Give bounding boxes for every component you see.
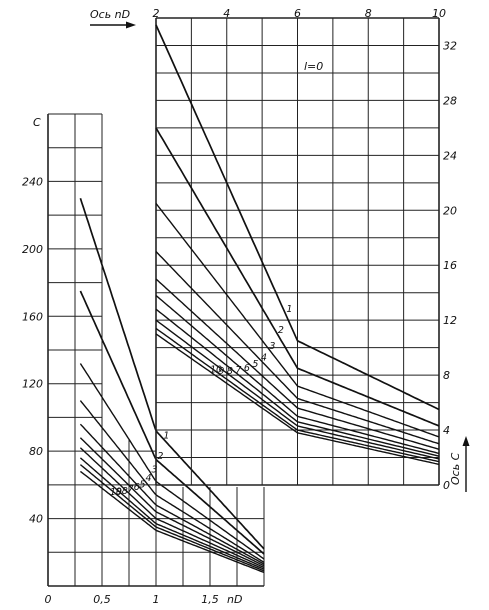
upper-x-tick-label: 10 [432,7,446,20]
upper-curve-9 [155,327,440,463]
lower-curve-label: 2 [157,451,163,462]
lower-curve-10 [79,470,265,574]
lower-curve-1 [79,198,265,550]
lower-curve-8 [79,457,265,570]
upper-grid [155,17,440,486]
upper-curve-8 [155,319,440,460]
lower-curve-2 [79,290,265,555]
lower-curve-9 [79,464,265,572]
upper-x-axis-arrow [90,21,136,29]
upper-curve-label: 2 [278,325,284,336]
lower-curve-3 [79,363,265,560]
upper-curve-5 [155,278,440,450]
lower-y-tick-label: 40 [29,513,43,526]
upper-curve-label: 6 [244,363,250,374]
lower-curve-label: 1 [163,431,169,442]
upper-y-tick-label: 24 [443,149,457,162]
upper-curve-4 [155,251,440,445]
upper-curve-label: 3 [269,341,275,352]
upper-curve-7 [155,308,440,457]
lower-x-tick-label: 1,5 [201,593,219,606]
lower-curve-4 [79,400,265,563]
upper-curve-label: 5 [252,359,258,370]
upper-y-tick-label: 32 [443,39,457,52]
lower-curve-label: 10 [110,487,122,498]
lower-x-tick-label: 0 [45,593,52,606]
upper-curve-6 [155,294,440,455]
upper-curve-label: 10 [210,365,222,376]
upper-curve-2 [155,127,440,427]
lower-curve-label: 5 [140,479,146,490]
upper-curves [155,24,440,466]
upper-y-tick-label: 12 [443,314,457,327]
upper-x-tick-label: 2 [153,7,160,20]
lower-y-tick-label: 80 [29,445,43,458]
upper-y-axis-arrow [462,436,470,492]
upper-curve-label: 4 [261,352,267,363]
lower-y-tick-label: 120 [22,378,43,391]
upper-curve-label: 9 [218,366,224,377]
lower-curve-7 [79,447,265,569]
lower-curve-label: 8 [122,486,128,497]
lower-y-tick-label: 240 [22,175,43,188]
lower-y-tick-label: 160 [22,310,43,323]
upper-curve-10 [155,333,440,466]
lower-curve-6 [79,437,265,567]
upper-curve-label: 1 [286,304,292,315]
upper-y-axis-title: Ось C [449,452,462,485]
upper-x-tick-label: 4 [223,7,230,20]
lower-y-axis-title: C [33,116,41,129]
lower-x-tick-label: 0,5 [93,593,111,606]
lower-curve-label: 9 [116,486,122,497]
upper-y-tick-label: 28 [443,94,457,107]
upper-curve-label: 7 [235,365,241,376]
upper-x-axis-title: Ось nD [90,8,130,21]
lower-curves [79,198,265,574]
upper-x-tick-label: 8 [365,7,372,20]
upper-y-tick-label: 8 [443,369,450,382]
upper-annotation: l=0 [304,60,323,73]
upper-y-tick-label: 16 [443,259,457,272]
lower-x-tick-label: 1 [153,593,160,606]
lower-x-axis-title: nD [227,593,242,606]
lower-grid [47,113,265,587]
upper-y-tick-label: 0 [443,479,450,492]
lower-curve-label: 4 [146,473,152,484]
lower-ticks: 0 0,5 1 1,5 40 80 120 160 200 240 [22,175,219,606]
upper-y-tick-label: 4 [443,424,450,437]
lower-curve-5 [79,423,265,565]
upper-curve-label: 8 [227,366,233,377]
lower-curve-label: 3 [151,465,157,476]
upper-curve-1 [155,24,440,411]
lower-curve-label: 6 [134,482,140,493]
upper-curve-3 [155,202,440,438]
upper-y-tick-label: 20 [443,204,457,217]
upper-x-tick-label: 6 [294,7,301,20]
lower-y-tick-label: 200 [22,243,43,256]
lower-curve-label: 7 [128,484,134,495]
